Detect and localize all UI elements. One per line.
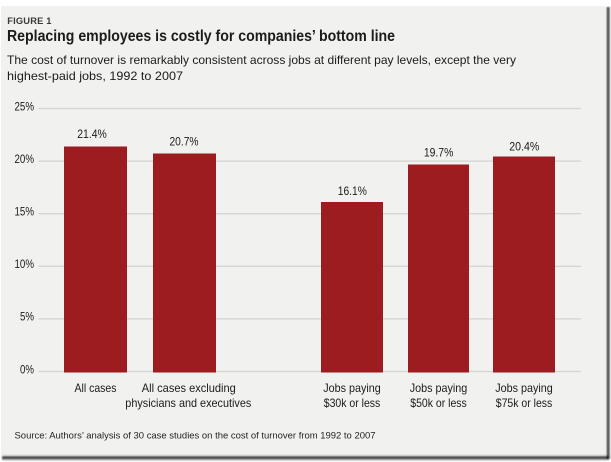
svg-text:$50k or less: $50k or less	[410, 396, 467, 410]
svg-text:20.4%: 20.4%	[509, 140, 539, 154]
svg-text:$75k or less: $75k or less	[496, 396, 553, 410]
svg-text:The cost of turnover is remark: The cost of turnover is remarkably consi…	[7, 53, 516, 67]
svg-text:physicians and executives: physicians and executives	[125, 396, 251, 410]
svg-text:25%: 25%	[15, 101, 35, 114]
svg-text:Source: Authors’ analysis of 3: Source: Authors’ analysis of 30 case stu…	[15, 431, 376, 442]
svg-text:16.1%: 16.1%	[338, 184, 367, 198]
svg-text:0%: 0%	[20, 364, 34, 377]
svg-text:5%: 5%	[20, 311, 34, 324]
svg-text:Replacing employees is costly: Replacing employees is costly for compan…	[7, 28, 395, 45]
svg-text:19.7%: 19.7%	[424, 146, 454, 160]
svg-text:21.4%: 21.4%	[77, 127, 107, 141]
svg-text:15%: 15%	[15, 206, 35, 219]
svg-text:FIGURE 1: FIGURE 1	[7, 16, 52, 27]
svg-text:highest-paid jobs, 1992 to 200: highest-paid jobs, 1992 to 2007	[7, 69, 183, 83]
svg-text:20.7%: 20.7%	[170, 135, 199, 149]
svg-text:20%: 20%	[15, 153, 35, 166]
svg-text:10%: 10%	[15, 258, 35, 271]
svg-text:$30k or less: $30k or less	[324, 396, 381, 410]
svg-text:Jobs paying: Jobs paying	[323, 381, 381, 395]
svg-text:Jobs paying: Jobs paying	[410, 381, 468, 395]
svg-text:All cases: All cases	[75, 381, 117, 395]
svg-text:Jobs paying: Jobs paying	[495, 381, 553, 395]
svg-text:All cases excluding: All cases excluding	[142, 381, 236, 395]
